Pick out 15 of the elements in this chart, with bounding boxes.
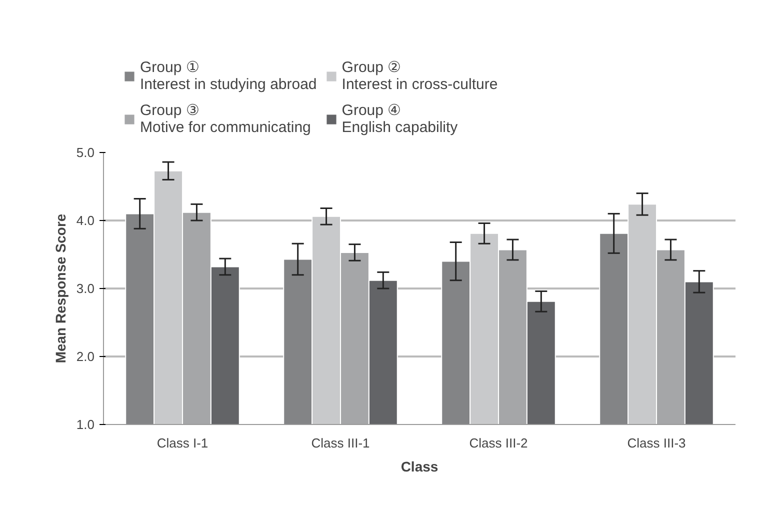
x-tick-label: Class III-1 (311, 436, 370, 450)
legend-label: Group ③ Motive for communicating (140, 101, 311, 136)
legend-label: Group ④ English capability (342, 101, 458, 136)
x-tick-label: Class I-1 (156, 436, 208, 450)
x-tick-label: Class III-3 (627, 436, 686, 450)
y-tick-label: 5.0 (76, 145, 95, 160)
y-axis-title: Mean Response Score (52, 214, 68, 364)
x-tick-label: Class III-2 (469, 436, 528, 450)
x-axis-title: Class (400, 458, 438, 474)
y-tick-label: 3.0 (76, 281, 95, 296)
legend-label: Group ① Interest in studying abroad (140, 58, 317, 93)
y-tick-label: 1.0 (76, 417, 95, 432)
legend-label: Group ② Interest in cross-culture (342, 58, 498, 93)
y-tick-label: 2.0 (76, 349, 95, 364)
y-tick-label: 4.0 (76, 213, 95, 228)
